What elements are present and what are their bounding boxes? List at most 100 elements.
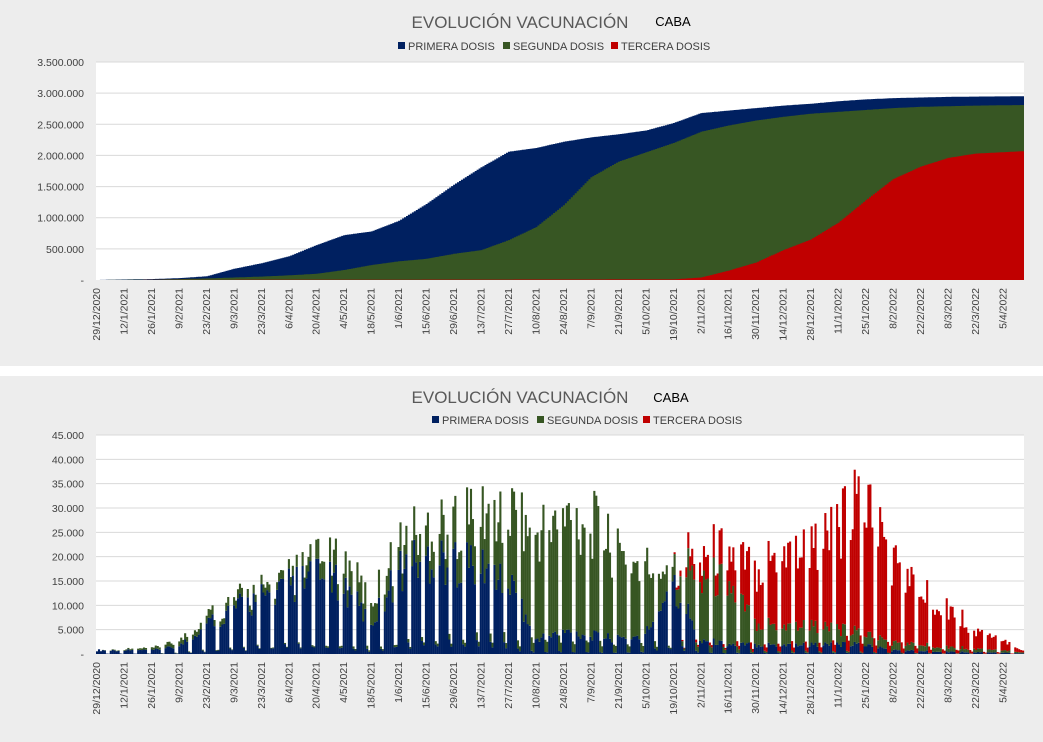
bar-segunda — [340, 645, 343, 648]
bar-segunda — [458, 552, 461, 584]
bar-segunda — [732, 585, 735, 644]
bar-primera — [166, 646, 169, 654]
bar-primera — [370, 624, 373, 654]
bar-segunda — [354, 649, 357, 651]
bar-primera — [1006, 653, 1009, 654]
bar-segunda — [990, 650, 993, 653]
bar-segunda — [256, 644, 259, 646]
x-tick-label: 18/5/2021 — [366, 662, 378, 709]
bar-segunda — [538, 561, 541, 642]
bar-segunda — [411, 540, 414, 567]
bar-primera — [352, 648, 355, 654]
bar-primera — [395, 646, 398, 654]
bar-primera — [428, 583, 431, 654]
bar-primera — [131, 649, 134, 654]
bar-segunda — [452, 506, 455, 549]
y-tick-label: 20.000 — [52, 552, 84, 564]
bar-primera — [599, 652, 602, 654]
bar-tercera — [955, 649, 958, 654]
bar-primera — [327, 647, 330, 654]
bar-tercera — [826, 530, 829, 627]
bar-segunda — [401, 573, 404, 592]
bar-primera — [732, 643, 735, 654]
bar-primera — [869, 644, 872, 654]
bar-primera — [203, 652, 206, 654]
bar-segunda — [914, 652, 917, 654]
bar-segunda — [959, 649, 962, 653]
bar-tercera — [763, 644, 766, 651]
bar-segunda — [935, 647, 939, 652]
bar-segunda — [117, 650, 120, 651]
bar-primera — [389, 570, 392, 654]
bar-primera — [434, 644, 437, 654]
bar-primera — [606, 633, 610, 654]
bar-primera — [841, 641, 845, 654]
bar-tercera — [700, 575, 704, 594]
bar-segunda — [422, 642, 426, 646]
bar-primera — [99, 651, 103, 654]
area-tercera — [96, 151, 1024, 280]
bar-primera — [601, 652, 604, 654]
bar-segunda — [209, 609, 212, 619]
bar-tercera — [904, 592, 907, 646]
bar-segunda — [622, 551, 625, 637]
bar-tercera — [689, 556, 692, 571]
bar-segunda — [708, 645, 711, 653]
bar-tercera — [855, 493, 858, 631]
bar-segunda — [467, 524, 471, 568]
bar-segunda — [493, 499, 496, 565]
bar-segunda — [530, 637, 533, 651]
bar-segunda — [236, 589, 240, 599]
bar-primera — [219, 626, 222, 654]
bar-primera — [338, 648, 341, 654]
bar-tercera — [888, 645, 892, 653]
y-tick-label: 3.000.000 — [37, 88, 84, 100]
bar-primera — [530, 650, 533, 654]
bar-primera — [622, 636, 625, 654]
bar-primera — [569, 632, 572, 654]
bar-segunda — [796, 630, 799, 647]
bar-segunda — [700, 593, 704, 644]
bar-tercera — [898, 562, 901, 643]
bar-tercera — [920, 596, 923, 646]
bar-primera — [800, 645, 803, 654]
bar-tercera — [1004, 639, 1007, 651]
bar-segunda — [896, 642, 899, 651]
bar-primera — [967, 652, 970, 654]
bar-primera — [96, 651, 99, 654]
bar-tercera — [792, 647, 796, 653]
bar-primera — [908, 650, 911, 654]
bar-segunda — [802, 620, 805, 643]
bar-primera — [992, 652, 995, 654]
bar-segunda — [280, 570, 283, 579]
bar-primera — [466, 542, 469, 654]
bar-segunda — [720, 563, 723, 641]
bar-tercera — [781, 561, 784, 629]
bar-segunda — [561, 508, 565, 630]
bar-segunda — [293, 595, 296, 602]
bar-segunda — [994, 649, 997, 653]
bar-primera — [720, 640, 723, 654]
bar-tercera — [779, 646, 782, 652]
bar-primera — [1004, 652, 1007, 654]
x-tick-label: 7/9/2021 — [585, 288, 597, 329]
bar-primera — [806, 653, 809, 654]
bar-primera — [109, 650, 112, 654]
bar-segunda — [980, 648, 984, 653]
bar-segunda — [450, 643, 453, 647]
bar-tercera — [828, 550, 831, 632]
bar-primera — [499, 563, 502, 654]
legend: PRIMERA DOSIS SEGUNDA DOSIS TERCERA DOSI… — [398, 41, 710, 53]
bar-segunda — [601, 646, 604, 653]
bar-primera — [896, 650, 899, 654]
bar-primera — [244, 650, 247, 654]
x-tick-label: 22/2/2022 — [915, 662, 927, 709]
bar-tercera — [924, 602, 927, 647]
bar-primera — [779, 653, 782, 654]
bar-primera — [348, 586, 351, 654]
bar-tercera — [841, 488, 845, 624]
bar-segunda — [520, 492, 523, 599]
bar-segunda — [838, 629, 841, 645]
bar-segunda — [765, 651, 768, 654]
bar-tercera — [695, 639, 698, 643]
